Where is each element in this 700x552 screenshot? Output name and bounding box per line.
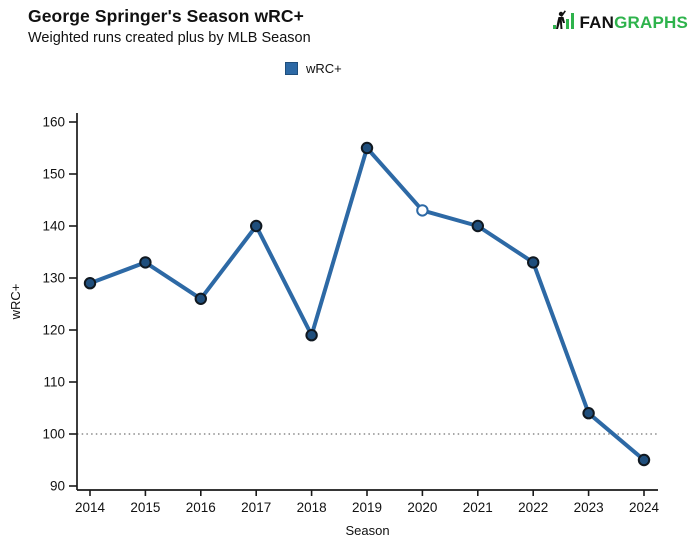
x-tick-label-2024: 2024 <box>629 500 660 515</box>
data-point-2023[interactable] <box>582 407 595 420</box>
data-point-2014[interactable] <box>83 277 97 290</box>
chart-header: George Springer's Season wRC+ Weighted r… <box>28 6 311 46</box>
data-point-2015[interactable] <box>139 256 152 269</box>
y-tick-label-140: 140 <box>42 219 65 234</box>
wrcplus-series-line <box>88 146 646 462</box>
x-tick-label-2019: 2019 <box>352 500 382 515</box>
y-tick-label-160: 160 <box>42 115 65 130</box>
data-point-2020[interactable] <box>416 204 429 217</box>
y-tick-label-150: 150 <box>42 167 65 182</box>
x-tick-label-2017: 2017 <box>241 500 271 515</box>
fangraphs-logo-icon <box>552 9 576 36</box>
data-point-2024[interactable] <box>637 453 651 467</box>
data-point-2017[interactable] <box>250 219 263 233</box>
chart-legend[interactable]: wRC+ <box>285 61 342 76</box>
data-point-2016[interactable] <box>194 292 208 305</box>
x-tick-label-2022: 2022 <box>518 500 548 515</box>
chart-title: George Springer's Season wRC+ <box>28 6 304 26</box>
x-tick-label-2020: 2020 <box>407 500 437 515</box>
data-point-2021[interactable] <box>471 219 484 233</box>
x-tick-label-2016: 2016 <box>186 500 216 515</box>
x-tick-label-2014: 2014 <box>75 500 106 515</box>
y-tick-label-110: 110 <box>43 375 65 390</box>
data-point-2022[interactable] <box>527 256 540 269</box>
legend-swatch-wrcplus <box>285 62 298 75</box>
data-point-2019[interactable] <box>360 141 374 155</box>
fangraphs-logo-fan: FAN <box>579 12 615 32</box>
x-tick-label-2023: 2023 <box>574 500 604 515</box>
y-tick-label-130: 130 <box>42 271 65 286</box>
chart-subtitle: Weighted runs created plus by MLB Season <box>28 30 311 46</box>
x-tick-label-2015: 2015 <box>130 500 160 515</box>
y-tick-label-90: 90 <box>50 479 65 494</box>
fangraphs-logo-graphs: GRAPHS <box>614 12 688 32</box>
y-tick-label-100: 100 <box>42 427 65 442</box>
legend-label-wrcplus: wRC+ <box>306 61 342 76</box>
data-point-2018[interactable] <box>305 329 318 342</box>
fangraphs-logo[interactable]: FAN GRAPHS <box>552 9 688 36</box>
x-tick-label-2021: 2021 <box>463 500 493 515</box>
y-axis-title: wRC+ <box>8 284 23 321</box>
x-tick-label-2018: 2018 <box>297 500 327 515</box>
x-axis-title: Season <box>345 523 389 538</box>
y-tick-label-120: 120 <box>42 323 65 338</box>
